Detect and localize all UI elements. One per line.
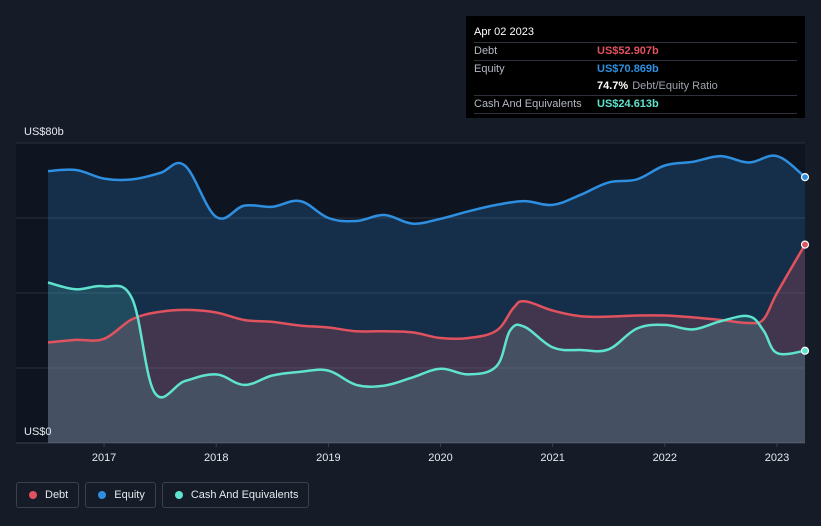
tooltip-equity-value: US$70.869b [597, 63, 659, 75]
legend-equity-label: Equity [114, 489, 145, 501]
equity-endpoint [800, 173, 810, 182]
tooltip-ratio-label: Debt/Equity Ratio [632, 80, 718, 92]
legend-item-debt[interactable]: Debt [16, 482, 80, 508]
tooltip-row-debt: Debt US$52.907b [474, 42, 797, 60]
chart-legend: Debt Equity Cash And Equivalents [16, 482, 310, 508]
tooltip-panel: Apr 02 2023 Debt US$52.907b Equity US$70… [466, 16, 805, 118]
cash-area [48, 282, 805, 443]
tooltip-cash-label: Cash And Equivalents [474, 98, 582, 110]
tooltip-ratio-value: 74.7% [597, 80, 629, 92]
y-axis-bottom-label: US$0 [24, 426, 52, 438]
tooltip-equity-label: Equity [474, 63, 505, 75]
tooltip-debt-value: US$52.907b [597, 45, 659, 57]
tooltip-row-equity: Equity US$70.869b [474, 60, 797, 78]
legend-cash-label: Cash And Equivalents [190, 489, 299, 501]
debt-line [47, 243, 807, 344]
equity-area [48, 155, 805, 443]
debt-endpoint [800, 240, 810, 249]
equity-line [47, 154, 806, 225]
tooltip-row-cash: Cash And Equivalents US$24.613b [474, 95, 797, 113]
cash-dot-icon [174, 491, 183, 499]
tooltip-date: Apr 02 2023 [474, 26, 534, 38]
tooltip-cash-value: US$24.613b [597, 98, 659, 110]
tooltip-row-ratio: 74.7% Debt/Equity Ratio [474, 78, 797, 95]
x-tick-label: 2021 [540, 452, 564, 464]
debt-area [48, 244, 805, 443]
equity-dot-icon [98, 491, 107, 499]
x-tick-label: 2023 [765, 452, 789, 464]
legend-item-cash[interactable]: Cash And Equivalents [161, 482, 310, 508]
legend-item-equity[interactable]: Equity [85, 482, 156, 508]
cash-endpoint [800, 346, 810, 355]
legend-debt-label: Debt [45, 489, 69, 501]
x-tick-label: 2020 [428, 452, 452, 464]
x-tick-label: 2022 [653, 452, 677, 464]
tooltip-debt-label: Debt [474, 45, 498, 57]
x-tick-label: 2019 [316, 452, 340, 464]
x-tick-label: 2017 [92, 452, 116, 464]
cash-line [47, 281, 806, 399]
x-tick-label: 2018 [204, 452, 228, 464]
debt-dot-icon [29, 491, 37, 499]
y-axis-top-label: US$80b [24, 126, 64, 138]
